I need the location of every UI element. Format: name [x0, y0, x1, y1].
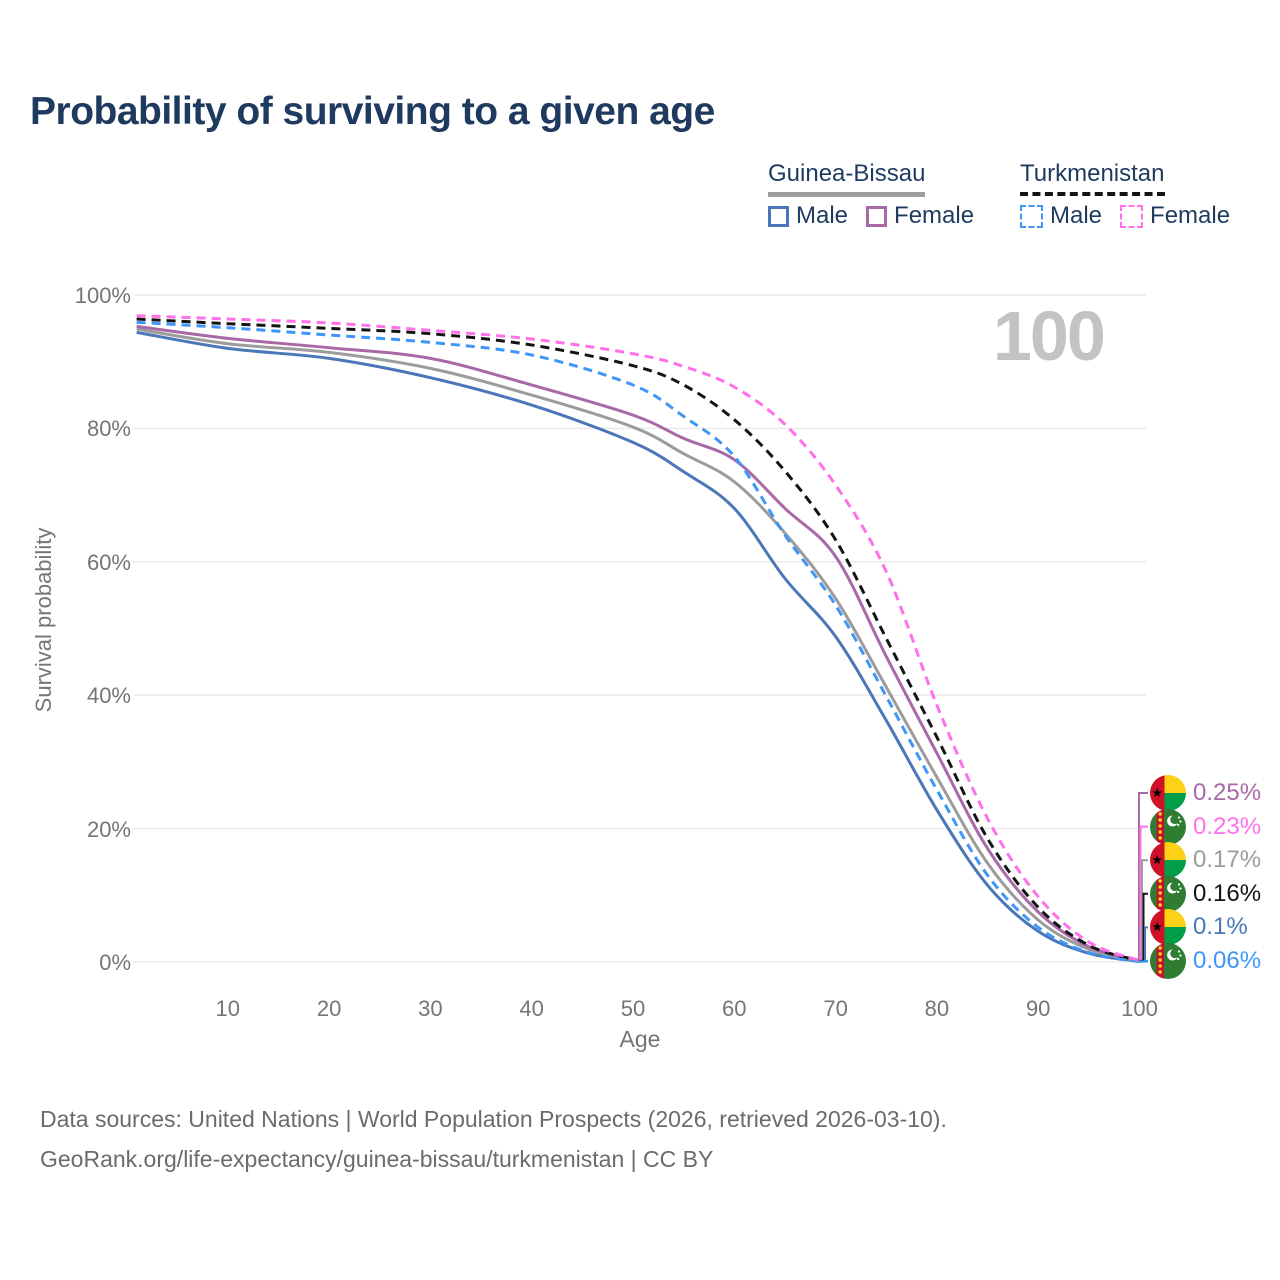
end-label-value: 0.1%: [1193, 913, 1248, 941]
legend-checkbox[interactable]: [1120, 204, 1144, 228]
legend-item-label: Male: [1050, 202, 1103, 229]
legend-group-guinea-bissau: Guinea-Bissau: [768, 160, 926, 197]
curve-guinea-bissau-male: [136, 330, 1140, 963]
end-label-row-guinea-bissau-female: 0.25%: [1150, 775, 1261, 811]
legend-group-items: Male Female: [1020, 202, 1230, 230]
x-tick-label: 40: [519, 996, 544, 1021]
x-tick-label: 20: [316, 996, 342, 1021]
y-tick-label: 100%: [74, 283, 131, 308]
x-tick-label: 60: [722, 996, 747, 1021]
x-tick-label: 100: [1121, 996, 1158, 1021]
end-label-row-turkmenistan-female: 0.23%: [1150, 808, 1262, 845]
x-axis-title: Age: [619, 1026, 661, 1052]
x-tick-label: 90: [1025, 996, 1051, 1021]
hover-age-watermark: 100: [993, 297, 1106, 375]
y-tick-label: 40%: [86, 683, 131, 709]
legend-checkbox[interactable]: [1020, 204, 1043, 228]
end-label-value: 0.16%: [1193, 879, 1262, 907]
end-label-connector: [1139, 892, 1148, 962]
y-tick-label: 20%: [86, 816, 131, 842]
legend-checkbox[interactable]: [768, 205, 789, 227]
curve-turkmenistan-male: [136, 320, 1140, 964]
end-label-row-guinea-bissau-both: 0.17%: [1150, 842, 1262, 879]
turkmenistan-flag-icon: [1150, 875, 1186, 912]
guinea-bissau-flag-icon: [1150, 909, 1186, 946]
legend-group-title: Guinea-Bissau: [768, 160, 926, 197]
legend-item-label: Female: [894, 202, 975, 229]
legend-group-items: Male Female: [768, 202, 974, 230]
guinea-bissau-flag-icon: [1150, 842, 1186, 879]
x-tick-label: 10: [215, 996, 241, 1021]
curve-turkmenistan-both: [136, 317, 1140, 963]
legend-checkbox[interactable]: [866, 205, 888, 227]
legend-item-turkmenistan-male[interactable]: Male: [1020, 202, 1102, 230]
x-tick-label: 30: [418, 996, 443, 1021]
legend-item-turkmenistan-female[interactable]: Female: [1120, 202, 1230, 230]
end-label-value: 0.25%: [1193, 779, 1262, 806]
end-label-value: 0.23%: [1193, 812, 1262, 840]
end-label-row-turkmenistan-male: 0.06%: [1150, 943, 1261, 979]
end-label-connector: [1139, 859, 1148, 962]
end-label-connector: [1138, 792, 1148, 962]
curve-guinea-bissau-female: [136, 324, 1140, 962]
guinea-bissau-flag-icon: [1150, 775, 1186, 811]
turkmenistan-flag-icon: [1150, 808, 1186, 845]
y-tick-label: 0%: [99, 950, 131, 975]
footer-url-line: GeoRank.org/life-expectancy/guinea-bissa…: [40, 1146, 714, 1172]
curve-turkmenistan-female: [136, 314, 1141, 962]
curve-guinea-bissau-both: [136, 327, 1140, 963]
grid: [133, 294, 1146, 963]
legend-item-label: Male: [796, 202, 849, 229]
x-tick-label: 70: [823, 996, 848, 1021]
legend-item-label: Female: [1150, 202, 1231, 229]
end-label-row-turkmenistan-both: 0.16%: [1150, 875, 1262, 912]
legend-group-turkmenistan: Turkmenistan: [1020, 160, 1165, 196]
end-label-value: 0.06%: [1193, 947, 1262, 974]
end-label-value: 0.17%: [1193, 846, 1262, 874]
x-tick-label: 50: [620, 996, 646, 1021]
page-title: Probability of surviving to a given age: [30, 90, 715, 133]
x-tick-label: 80: [924, 996, 950, 1021]
end-label-row-guinea-bissau-male: 0.1%: [1150, 909, 1248, 946]
legend-item-guinea-bissau-female[interactable]: Female: [866, 202, 974, 230]
end-label-connector: [1139, 825, 1148, 962]
footer-source-line: Data sources: United Nations | World Pop…: [40, 1106, 947, 1132]
end-label-connector: [1139, 926, 1148, 963]
y-tick-label: 60%: [86, 549, 131, 575]
legend-group-title: Turkmenistan: [1020, 160, 1165, 196]
turkmenistan-flag-icon: [1150, 943, 1186, 979]
y-tick-label: 80%: [86, 416, 131, 442]
end-label-connector: [1139, 960, 1148, 963]
legend-item-guinea-bissau-male[interactable]: Male: [768, 202, 848, 230]
